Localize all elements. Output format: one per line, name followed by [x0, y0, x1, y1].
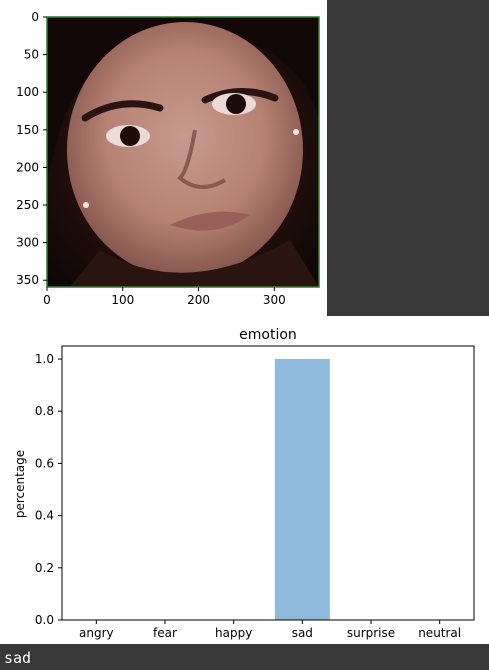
chart-y-tick-label: 0.6: [35, 456, 54, 470]
image-y-tick-label: 150: [16, 123, 39, 137]
output-text: sad: [4, 649, 32, 667]
chart-x-ticks: angry fear happy sad surprise neutral: [79, 620, 461, 640]
image-x-ticks: 0 100 200 300: [43, 287, 286, 307]
image-y-tick-label: 300: [16, 236, 39, 250]
chart-y-tick-label: 1.0: [35, 352, 54, 366]
chart-x-tick-label: sad: [292, 626, 313, 640]
image-y-tick-label: 200: [16, 160, 39, 174]
emotion-chart-panel: emotion percentage 0.0 0.2 0.4 0.6 0.8 1.0 an…: [0, 316, 489, 644]
chart-x-tick-label: happy: [215, 626, 252, 640]
image-y-tick-label: 350: [16, 273, 39, 287]
face-photo: [47, 17, 319, 287]
chart-x-tick-label: neutral: [418, 626, 461, 640]
chart-y-tick-label: 0.8: [35, 404, 54, 418]
chart-y-tick-label: 0.4: [35, 509, 54, 523]
emotion-bar-chart: emotion percentage 0.0 0.2 0.4 0.6 0.8 1.0 an…: [13, 327, 475, 640]
image-y-tick-label: 50: [24, 48, 39, 62]
chart-y-ticks: 0.0 0.2 0.4 0.6 0.8 1.0: [35, 352, 62, 627]
y-axis-label: percentage: [13, 450, 27, 518]
chart-y-tick-label: 0.2: [35, 561, 54, 575]
image-x-tick-label: 0: [43, 293, 51, 307]
image-y-tick-label: 0: [31, 10, 39, 24]
image-plot: 0 100 200 300 0 50 100 150 200 250 300 350: [16, 10, 320, 307]
chart-x-tick-label: surprise: [347, 626, 395, 640]
bars: [274, 359, 330, 620]
bar-sad: [274, 359, 330, 620]
image-y-tick-label: 250: [16, 198, 39, 212]
chart-title: emotion: [239, 327, 297, 343]
image-x-tick-label: 200: [187, 293, 210, 307]
chart-y-tick-label: 0.0: [35, 613, 54, 627]
image-x-tick-label: 100: [111, 293, 134, 307]
image-y-ticks: 0 50 100 150 200 250 300 350: [16, 10, 47, 287]
chart-x-tick-label: angry: [79, 626, 114, 640]
image-x-tick-label: 300: [263, 293, 286, 307]
chart-axes-frame: [61, 345, 475, 621]
image-y-tick-label: 100: [16, 85, 39, 99]
chart-x-tick-label: fear: [153, 626, 177, 640]
image-frame: [46, 16, 320, 288]
image-plot-panel: 0 100 200 300 0 50 100 150 200 250 300 350: [0, 0, 327, 316]
